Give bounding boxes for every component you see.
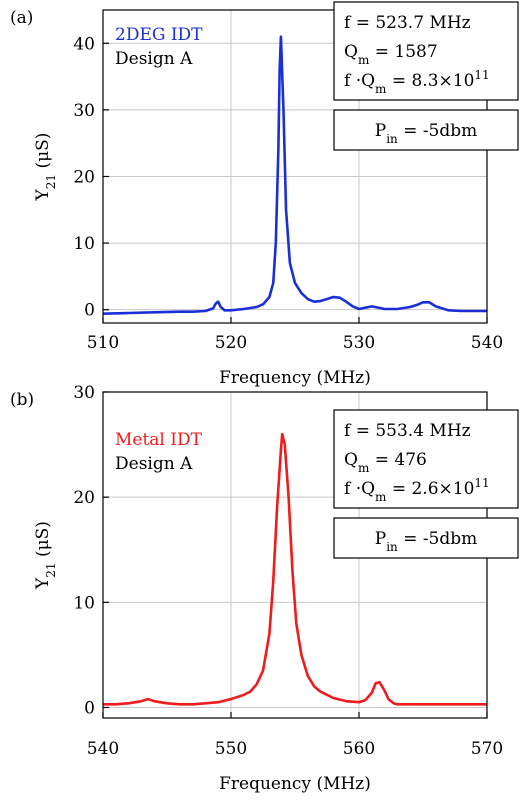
x-tick-label: 530 (343, 333, 375, 353)
y-tick-label: 20 (73, 488, 95, 508)
x-tick-label: 510 (87, 333, 119, 353)
panel-label: (a) (10, 8, 33, 28)
x-tick-label: 540 (87, 739, 119, 759)
y-tick-label: 30 (73, 101, 95, 121)
y-tick-label: 10 (73, 593, 95, 613)
x-axis-label: Frequency (MHz) (219, 368, 371, 388)
y-axis-label: Y21 (μS) (33, 133, 58, 202)
panel-a: 510 520 530 540 0 10 20 30 40 Frequency (MHz) Y21 … (10, 1, 519, 388)
power-box (333, 517, 519, 559)
series-line (103, 432, 487, 706)
x-tick-label: 550 (215, 739, 247, 759)
x-tick-label: 540 (471, 333, 503, 353)
panel-label: (b) (10, 390, 34, 410)
info-line: f = 553.4 MHz (344, 421, 471, 441)
legend-entry: Design A (115, 454, 193, 474)
series-line (102, 35, 487, 315)
y-tick-label: 20 (73, 167, 95, 187)
x-tick-label: 570 (471, 739, 503, 759)
x-tick-label: 560 (343, 739, 375, 759)
power-box (333, 109, 519, 151)
x-tick-label: 520 (215, 333, 247, 353)
legend-entry: Metal IDT (115, 430, 203, 450)
y-axis-label: Y21 (μS) (33, 521, 58, 590)
y-tick-label: 10 (73, 234, 95, 254)
legend-entry: 2DEG IDT (115, 25, 203, 45)
panel-b: 540 550 560 570 0 10 20 30 Frequency (MHz) Y21 (μ… (10, 383, 519, 794)
legend-entry: Design A (115, 49, 193, 69)
y-tick-label: 0 (84, 301, 95, 321)
plot-frame (102, 9, 488, 324)
info-box (333, 409, 519, 509)
info-box (333, 1, 519, 101)
y-tick-label: 40 (73, 34, 95, 54)
x-axis-label: Frequency (MHz) (219, 774, 371, 794)
y-tick-label: 0 (84, 698, 95, 718)
y-tick-label: 30 (73, 383, 95, 403)
info-line: f = 523.7 MHz (344, 13, 471, 33)
